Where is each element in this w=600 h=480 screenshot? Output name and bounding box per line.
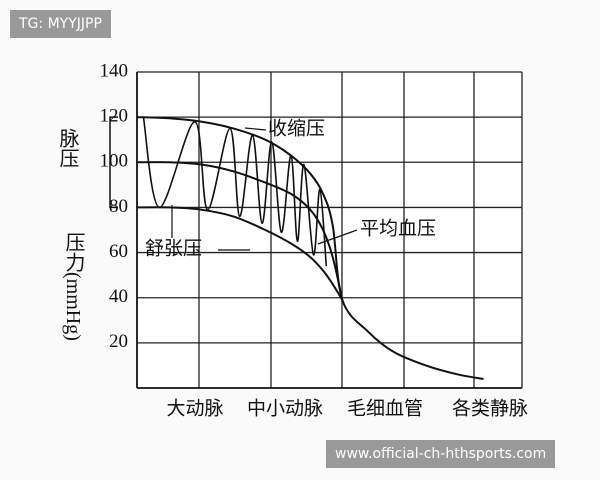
- leader-line: [317, 229, 358, 245]
- y-tick-label: 100: [100, 151, 129, 172]
- series-line: [136, 206, 344, 301]
- plot-background: [137, 72, 522, 388]
- y-tick-label: 140: [100, 60, 129, 81]
- bracket: [109, 116, 118, 209]
- annotation: 收缩压: [268, 117, 325, 139]
- x-tick-label: 大动脉: [166, 397, 223, 419]
- watermark: TG: MYYJJPP: [10, 10, 111, 38]
- series-line: [136, 161, 344, 301]
- x-tick-label: 中小动脉: [247, 397, 323, 419]
- y-tick-label: 20: [109, 331, 128, 352]
- bracket-label: 脉压: [56, 128, 78, 168]
- y-tick-label: 60: [109, 241, 128, 262]
- series-line: [136, 116, 484, 380]
- y-tick-label: 120: [100, 106, 129, 127]
- x-tick-label: 毛细血管: [347, 397, 423, 419]
- series-line: [142, 117, 328, 267]
- y-tick-label: 40: [109, 286, 128, 307]
- leader-line: [244, 127, 267, 131]
- annotation: 舒张压: [145, 237, 202, 259]
- annotation: 平均血压: [360, 217, 436, 239]
- y-axis-label: 压力(mmHg): [62, 232, 84, 341]
- watermark: www.official-ch-hthsports.com: [326, 440, 556, 468]
- x-tick-label: 各类静脉: [452, 397, 528, 419]
- y-tick-label: 80: [109, 196, 128, 217]
